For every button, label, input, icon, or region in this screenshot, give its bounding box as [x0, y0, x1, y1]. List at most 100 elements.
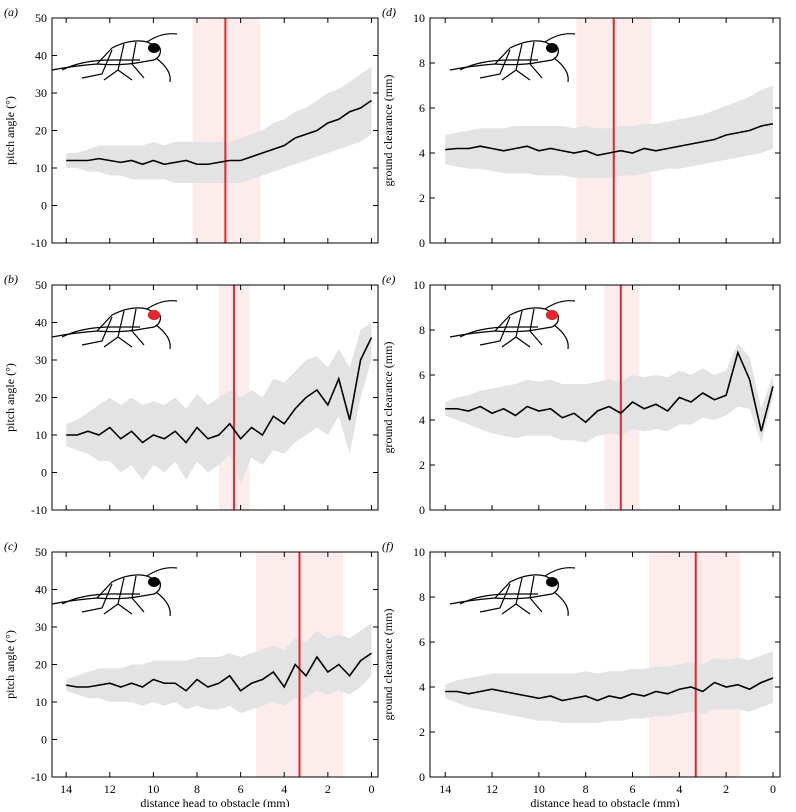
y-tick-label: 0 — [41, 199, 47, 213]
y-tick-label: 20 — [35, 658, 47, 672]
y-tick-label: 8 — [419, 323, 425, 337]
panel-label: (f) — [382, 539, 393, 553]
band — [66, 66, 372, 183]
y-tick-label: 40 — [35, 316, 47, 330]
x-tick-label: 0 — [770, 782, 776, 796]
plot-inner — [445, 552, 774, 777]
panel-label: (d) — [382, 5, 396, 19]
y-tick-label: -10 — [31, 770, 47, 784]
y-tick-label: 40 — [35, 583, 47, 597]
insect-icon — [51, 33, 178, 83]
panel-label: (e) — [382, 272, 395, 286]
plot-inner — [66, 285, 373, 510]
y-tick-label: 10 — [35, 428, 47, 442]
plot-area: 0 2 4 6 8 10 14 12 10 8 6 4 2 0 (f) ground clearance (m… — [381, 539, 781, 810]
y-tick-label: 0 — [419, 503, 425, 517]
y-tick-label: 50 — [35, 545, 47, 559]
x-tick-label: 10 — [533, 782, 545, 796]
data-line — [445, 350, 774, 432]
y-tick-label: 0 — [419, 236, 425, 250]
y-tick-label: 40 — [35, 49, 47, 63]
plot-inner — [445, 18, 774, 243]
y-tick-label: 20 — [35, 124, 47, 138]
y-tick-label: 2 — [419, 458, 425, 472]
x-tick-label: 6 — [630, 782, 636, 796]
y-tick-label: 6 — [419, 635, 425, 649]
shade-region — [192, 18, 261, 243]
y-axis-label: ground clearance (mm) — [381, 609, 395, 721]
x-tick-label: 12 — [104, 782, 116, 796]
plot-area: 0 2 4 6 8 10 (e) ground clearance (mm) — [381, 272, 781, 517]
y-tick-label: 10 — [413, 11, 425, 25]
x-tick-label: 2 — [723, 782, 729, 796]
y-tick-label: 2 — [419, 725, 425, 739]
plot-area: -10 0 10 20 30 40 50 (a) pitch angle (°) — [3, 5, 379, 250]
x-tick-label: 14 — [439, 782, 451, 796]
x-tick-label: 10 — [147, 782, 159, 796]
y-tick-label: 4 — [419, 146, 425, 160]
insect-icon — [449, 567, 576, 617]
insect-icon — [449, 33, 576, 83]
x-tick-label: 4 — [676, 782, 682, 796]
y-tick-label: 30 — [35, 353, 47, 367]
y-axis-label: pitch angle (°) — [3, 363, 17, 432]
y-tick-label: 10 — [35, 161, 47, 175]
y-tick-label: 0 — [419, 770, 425, 784]
y-tick-label: 8 — [419, 590, 425, 604]
y-tick-label: -10 — [31, 236, 47, 250]
band — [445, 343, 773, 443]
insect-icon — [51, 300, 178, 350]
y-tick-label: 50 — [35, 11, 47, 25]
data-line — [445, 122, 774, 157]
y-tick-label: 4 — [419, 680, 425, 694]
y-tick-label: 0 — [41, 466, 47, 480]
x-tick-label: 4 — [281, 782, 287, 796]
band — [445, 651, 773, 723]
axes-frame — [429, 17, 781, 244]
insect-icon — [51, 567, 178, 617]
data-line — [66, 337, 373, 444]
plot-area: 0 2 4 6 8 10 (d) ground clearance (mm) — [381, 5, 781, 250]
y-tick-label: 50 — [35, 278, 47, 292]
y-tick-label: 20 — [35, 391, 47, 405]
data-line — [445, 677, 774, 702]
axes-frame — [429, 551, 781, 778]
data-line — [66, 99, 372, 166]
y-tick-label: 10 — [413, 278, 425, 292]
x-tick-label: 8 — [194, 782, 200, 796]
panel-label: (c) — [4, 539, 17, 553]
y-axis-label: pitch angle (°) — [3, 630, 17, 699]
x-tick-label: 0 — [368, 782, 374, 796]
y-tick-label: 10 — [35, 695, 47, 709]
y-tick-label: 4 — [419, 413, 425, 427]
y-tick-label: 8 — [419, 56, 425, 70]
data-line — [66, 652, 372, 692]
plot-inner — [66, 18, 372, 243]
y-tick-label: 10 — [413, 545, 425, 559]
y-axis-label: ground clearance (mm) — [381, 342, 395, 454]
y-tick-label: 30 — [35, 620, 47, 634]
axes-frame — [429, 284, 781, 511]
x-axis-label: distance head to obstacle (mm) — [140, 796, 289, 807]
insect-icon — [449, 300, 576, 350]
x-tick-label: 14 — [60, 782, 72, 796]
band — [66, 623, 372, 714]
panel-label: (b) — [4, 272, 18, 286]
x-tick-label: 6 — [238, 782, 244, 796]
x-axis-label: distance head to obstacle (mm) — [530, 796, 679, 807]
x-tick-label: 2 — [325, 782, 331, 796]
y-tick-label: -10 — [31, 503, 47, 517]
y-tick-label: 6 — [419, 101, 425, 115]
y-tick-label: 2 — [419, 191, 425, 205]
plot-area: -10 0 10 20 30 40 50 (b) pitch angle (°) — [3, 272, 379, 517]
y-axis-label: ground clearance (mm) — [381, 75, 395, 187]
y-tick-label: 30 — [35, 86, 47, 100]
panel-label: (a) — [4, 5, 18, 19]
plot-inner — [445, 285, 774, 510]
y-tick-label: 6 — [419, 368, 425, 382]
y-axis-label: pitch angle (°) — [3, 96, 17, 165]
x-tick-label: 12 — [486, 782, 498, 796]
